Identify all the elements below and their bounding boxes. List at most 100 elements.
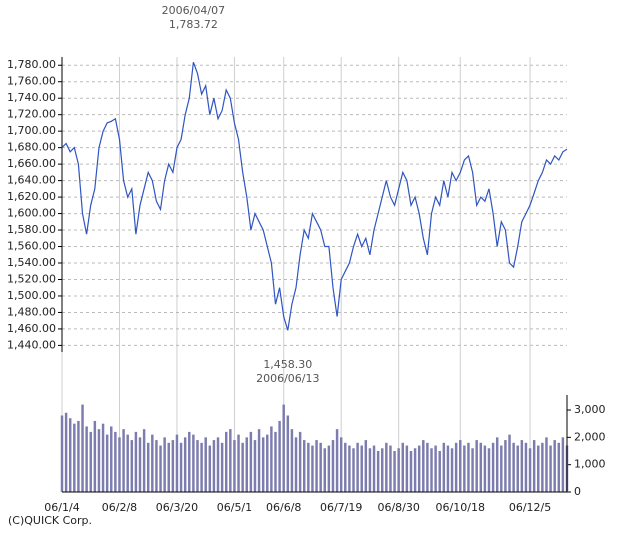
volume-bar <box>266 434 269 492</box>
volume-bar <box>105 434 109 492</box>
volume-bar <box>344 442 347 492</box>
volume-bar <box>257 429 261 492</box>
source: (C)QUICK Corp. <box>8 514 92 527</box>
volume-bar <box>360 445 363 492</box>
x-tick-label: 06/6/8 <box>266 501 301 514</box>
volume-bar <box>122 429 125 492</box>
volume-bar <box>179 442 183 492</box>
volume-bar <box>253 440 257 492</box>
y-tick-label: 1,560.00 <box>7 240 56 253</box>
volume-bar <box>401 442 405 492</box>
volume-bar <box>278 420 281 492</box>
volume-bar <box>229 429 232 492</box>
volume-bar <box>352 448 355 492</box>
volume-bar <box>290 429 294 492</box>
volume-bar <box>442 442 446 492</box>
volume-bar <box>508 434 511 492</box>
volume-bar <box>495 437 499 492</box>
volume-bar <box>220 442 224 492</box>
volume-bar <box>348 445 351 492</box>
volume-bar <box>298 431 302 492</box>
volume-bar <box>381 448 384 492</box>
y2-tick-label: 1,000 <box>574 458 606 471</box>
volume-bar <box>483 445 487 492</box>
volume-bar <box>155 440 158 492</box>
annotation: 1,783.72 <box>169 18 218 31</box>
volume-bar <box>549 445 552 492</box>
volume-bar <box>261 437 265 492</box>
volume-bar <box>130 440 134 492</box>
y-tick-label: 1,680.00 <box>7 141 56 154</box>
volume-bar <box>237 434 240 492</box>
volume-bar <box>270 426 273 492</box>
volume-bar <box>528 448 532 492</box>
volume-bar <box>146 442 150 492</box>
volume-bar <box>553 440 556 492</box>
volume-bar <box>188 431 191 492</box>
volume-bar <box>249 431 253 492</box>
volume-bar <box>151 434 154 492</box>
volume-bar <box>208 445 212 492</box>
volume-bar <box>68 418 72 492</box>
volume-bar <box>175 434 179 492</box>
volume-bar <box>294 437 298 492</box>
volume-bar <box>479 442 483 492</box>
x-tick-label: 06/1/4 <box>44 501 79 514</box>
volume-bar <box>541 442 544 492</box>
volume-bar <box>417 445 421 492</box>
volume-bar <box>241 442 244 492</box>
y-tick-label: 1,440.00 <box>7 338 56 351</box>
volume-bar <box>516 445 519 492</box>
volume-bar <box>504 440 507 492</box>
volume-bar <box>114 431 117 492</box>
volume-bar <box>512 442 515 492</box>
volume-bar <box>561 437 565 492</box>
y2-tick-label: 2,000 <box>574 430 606 443</box>
volume-bar <box>434 445 437 492</box>
volume-bar <box>126 434 129 492</box>
x-tick-label: 06/2/8 <box>102 501 137 514</box>
y-tick-label: 1,540.00 <box>7 256 56 269</box>
annotation: 1,458.30 <box>263 358 312 371</box>
volume-bar <box>459 440 462 492</box>
x-tick-label: 06/8/30 <box>377 501 419 514</box>
volume-bar <box>245 437 248 492</box>
volume-bar <box>426 442 429 492</box>
volume-bar <box>413 448 417 492</box>
volume-bar <box>323 448 326 492</box>
volume-bar <box>167 442 170 492</box>
volume-bar <box>532 440 536 492</box>
volume-bar <box>93 420 97 492</box>
volume-bar <box>438 451 441 492</box>
volume-bar <box>97 429 101 492</box>
volume-bar <box>364 440 368 492</box>
volume-bar <box>171 440 175 492</box>
volume-bar <box>454 442 458 492</box>
volume-bar <box>118 437 121 492</box>
volume-bar <box>303 440 306 492</box>
volume-bar <box>450 448 454 492</box>
x-tick-label: 06/5/1 <box>217 501 252 514</box>
volume-bar <box>335 429 339 492</box>
volume-bar <box>339 437 343 492</box>
y-tick-label: 1,520.00 <box>7 272 56 285</box>
volume-bar <box>85 426 88 492</box>
x-tick-label: 06/7/19 <box>320 501 362 514</box>
volume-bar <box>446 445 450 492</box>
volume-bar <box>356 442 359 492</box>
volume-bar <box>196 440 199 492</box>
volume-bar <box>487 448 491 492</box>
y-tick-label: 1,740.00 <box>7 91 56 104</box>
volume-bar <box>545 437 548 492</box>
volume-bar <box>372 445 376 492</box>
volume-bar <box>368 448 372 492</box>
y-tick-label: 1,760.00 <box>7 75 56 88</box>
annotation: 2006/04/07 <box>162 4 225 17</box>
y-tick-label: 1,620.00 <box>7 190 56 203</box>
volume-bar <box>183 437 187 492</box>
y-tick-label: 1,460.00 <box>7 322 56 335</box>
volume-bar <box>282 404 285 492</box>
volume-bar <box>286 415 290 492</box>
volume-bar <box>471 448 474 492</box>
